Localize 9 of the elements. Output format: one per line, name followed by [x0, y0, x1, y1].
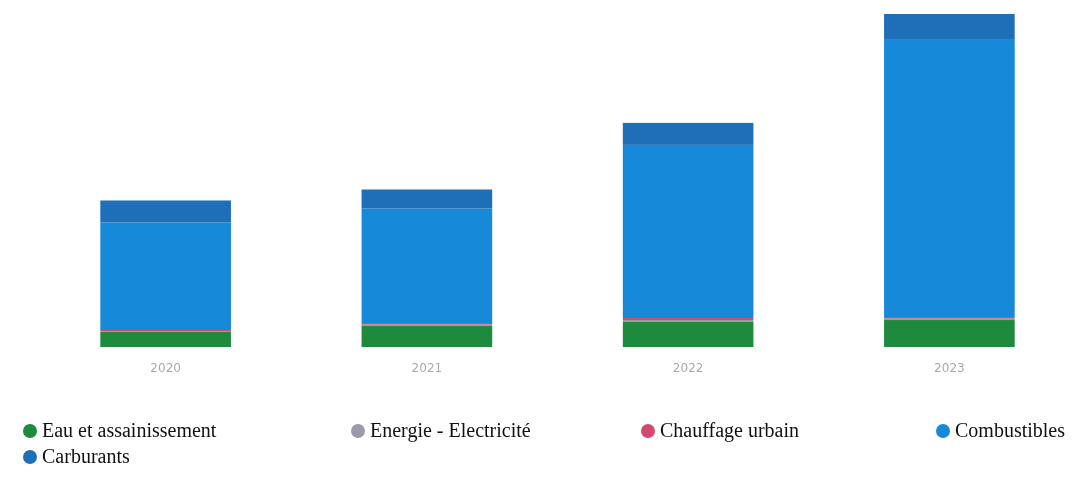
- x-tick-label: 2023: [934, 360, 965, 375]
- legend-label: Energie - Electricité: [370, 419, 531, 442]
- legend-label: Chauffage urbain: [660, 419, 800, 442]
- x-tick-label: 2020: [150, 360, 181, 375]
- legend-label: Combustibles: [955, 419, 1066, 441]
- x-tick-label: 2022: [672, 360, 704, 375]
- legend-label: Eau et assainissement: [42, 419, 217, 441]
- legend-label: Carburants: [42, 445, 130, 467]
- x-tick-label: 2021: [411, 360, 443, 375]
